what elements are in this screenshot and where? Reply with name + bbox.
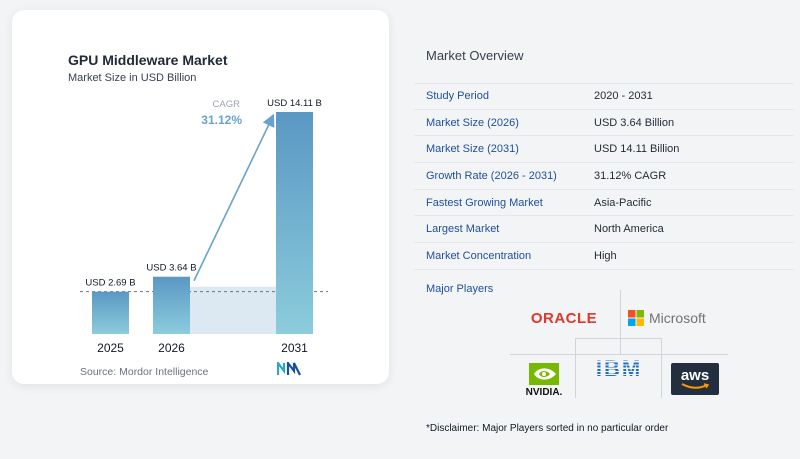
- tick-label: 2026: [158, 341, 185, 355]
- row-label: Market Concentration: [426, 249, 532, 262]
- row-value: USD 14.11 Billion: [594, 143, 680, 156]
- table-row: Fastest Growing Market Asia-Pacific: [414, 190, 794, 217]
- tick-label: 2025: [97, 341, 124, 355]
- table-row: Market Size (2026) USD 3.64 Billion: [414, 110, 794, 137]
- row-label: Market Size (2026): [426, 116, 519, 129]
- row-value: 2020 - 2031: [594, 90, 653, 103]
- bar-2031: [276, 112, 313, 334]
- major-players-title: Major Players: [426, 283, 494, 295]
- row-value: High: [594, 249, 617, 262]
- ibm-logo: IBM: [580, 352, 658, 386]
- divider: [575, 338, 661, 339]
- divider: [575, 338, 576, 398]
- row-label: Fastest Growing Market: [426, 196, 543, 209]
- row-value: North America: [594, 223, 664, 236]
- row-label: Study Period: [426, 90, 489, 103]
- nvidia-eye-icon: [529, 362, 559, 385]
- microsoft-grid-icon: [628, 310, 644, 326]
- row-label: Market Size (2031): [426, 143, 519, 156]
- bar-chart: USD 2.69 B 2025 USD 3.64 B 2026 USD 14.11 B 2…: [80, 98, 328, 355]
- bar-2026: [153, 276, 190, 334]
- disclaimer-text: *Disclaimer: Major Players sorted in no …: [426, 423, 669, 434]
- cagr-value: 31.12%: [201, 113, 242, 127]
- row-value: Asia-Pacific: [594, 196, 652, 209]
- row-value: 31.12% CAGR: [594, 169, 667, 182]
- microsoft-logo-text: Microsoft: [649, 310, 706, 326]
- overview-table: Study Period 2020 - 2031 Market Size (20…: [414, 83, 794, 270]
- nvidia-logo: NVIDIA.: [518, 358, 570, 402]
- cagr-arrow: [193, 113, 275, 282]
- divider: [510, 354, 728, 355]
- divider: [661, 338, 662, 398]
- chart-subtitle: Market Size in USD Billion: [68, 72, 197, 84]
- row-value: USD 3.64 Billion: [594, 116, 675, 129]
- aws-logo: aws: [670, 362, 720, 396]
- cagr-label: CAGR: [213, 99, 241, 110]
- row-label: Largest Market: [426, 223, 500, 236]
- chart-title: GPU Middleware Market: [68, 52, 228, 68]
- mordor-intelligence-logo-icon: [277, 362, 301, 376]
- tick-label: 2031: [281, 341, 308, 355]
- aws-logo-text: aws: [680, 366, 710, 384]
- bar-2025: [92, 291, 129, 334]
- row-label: Growth Rate (2026 - 2031): [426, 169, 557, 182]
- divider: [620, 290, 621, 354]
- nvidia-logo-text: NVIDIA.: [525, 386, 563, 398]
- table-row: Market Size (2031) USD 14.11 Billion: [414, 136, 794, 164]
- table-row: Largest Market North America: [414, 216, 794, 244]
- aws-badge: aws: [671, 363, 719, 395]
- data-label: USD 3.64 B: [146, 263, 196, 274]
- table-row: Study Period 2020 - 2031: [414, 83, 794, 110]
- microsoft-logo: Microsoft: [628, 304, 724, 332]
- data-label: USD 14.11 B: [267, 98, 322, 109]
- oracle-logo: ORACLE: [514, 304, 614, 332]
- overview-panel: Market Overview Study Period 2020 - 2031…: [414, 0, 794, 459]
- table-row: Market Concentration High: [414, 243, 794, 270]
- projection-shade: [190, 286, 276, 334]
- ibm-logo-text: IBM: [595, 356, 643, 381]
- oracle-logo-text: ORACLE: [530, 309, 598, 327]
- data-label: USD 2.69 B: [85, 278, 135, 289]
- table-row: Growth Rate (2026 - 2031) 31.12% CAGR: [414, 163, 794, 190]
- source-text: Source: Mordor Intelligence: [80, 366, 209, 378]
- overview-title: Market Overview: [426, 48, 524, 63]
- aws-smile-icon: [681, 382, 710, 389]
